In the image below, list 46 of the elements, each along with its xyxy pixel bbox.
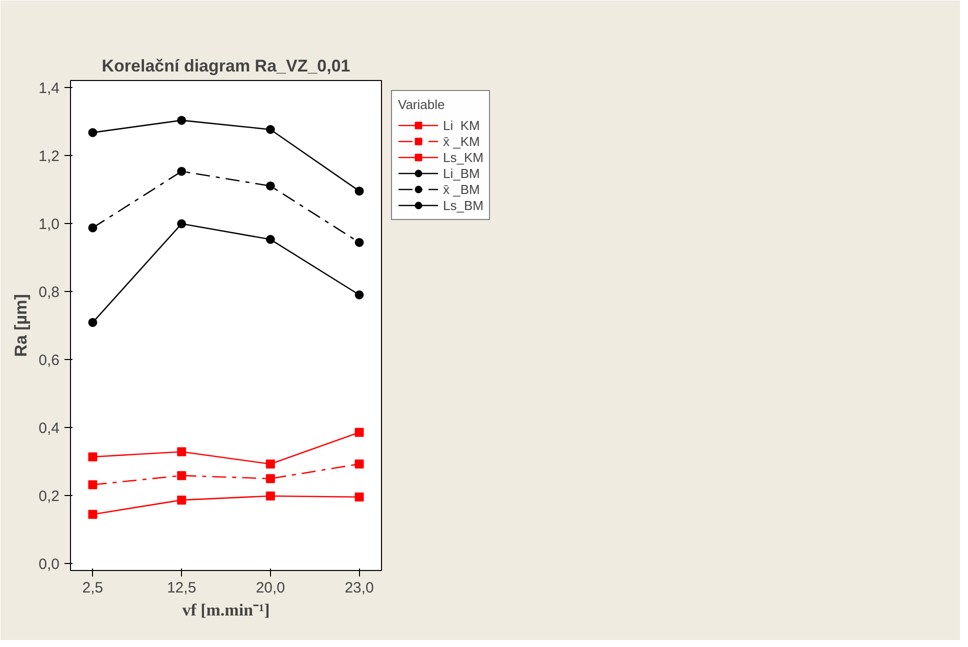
y-tick-label: 1,2 xyxy=(38,148,60,165)
point xyxy=(88,318,98,327)
point xyxy=(177,116,186,125)
y-tick-label: 0,0 xyxy=(38,556,60,574)
point xyxy=(266,491,275,500)
x-tick-label: 2,5 xyxy=(82,580,104,596)
legend-label: Ls_BM xyxy=(443,197,484,213)
point xyxy=(266,234,275,244)
legend-label: Li_BM xyxy=(443,165,480,181)
legend-title: Variable xyxy=(398,97,446,112)
point xyxy=(177,166,186,176)
y-tick-label: 0,4 xyxy=(38,420,60,438)
point xyxy=(354,186,364,196)
y-tick-label: 1,0 xyxy=(38,216,60,233)
point xyxy=(266,474,275,484)
point xyxy=(354,238,364,247)
point xyxy=(354,428,364,437)
point xyxy=(354,459,364,468)
point xyxy=(177,447,186,456)
point xyxy=(354,492,364,502)
point xyxy=(88,223,98,232)
legend-label: x̄ _BM xyxy=(443,181,480,197)
point xyxy=(177,496,186,505)
y-axis-title: Ra [µm] xyxy=(12,294,31,357)
x-tick-label: 20,0 xyxy=(256,580,286,596)
legend-label: x̄ _KM xyxy=(443,133,480,149)
point xyxy=(266,181,275,190)
point xyxy=(88,452,98,462)
point xyxy=(266,459,275,468)
point xyxy=(177,471,186,480)
y-tick-label: 0,2 xyxy=(38,488,60,506)
x-tick-label: 12,5 xyxy=(166,580,196,596)
x-tick-label: 23,0 xyxy=(344,580,374,596)
point xyxy=(88,480,98,490)
y-tick-label: 0,8 xyxy=(38,284,60,301)
point xyxy=(266,125,275,134)
point xyxy=(177,219,186,228)
y-tick-label: 1,4 xyxy=(38,80,60,97)
x-axis-title: vf [m.min⁻¹] xyxy=(182,600,270,620)
y-tick-label: 0,6 xyxy=(38,352,60,370)
legend-label: Li KM xyxy=(443,117,480,133)
legend-label: Ls_KM xyxy=(443,149,484,165)
point xyxy=(88,128,98,138)
chart-title: Korelační diagram Ra_VZ_0,01 xyxy=(102,56,350,76)
point xyxy=(354,290,364,300)
point xyxy=(88,510,98,519)
